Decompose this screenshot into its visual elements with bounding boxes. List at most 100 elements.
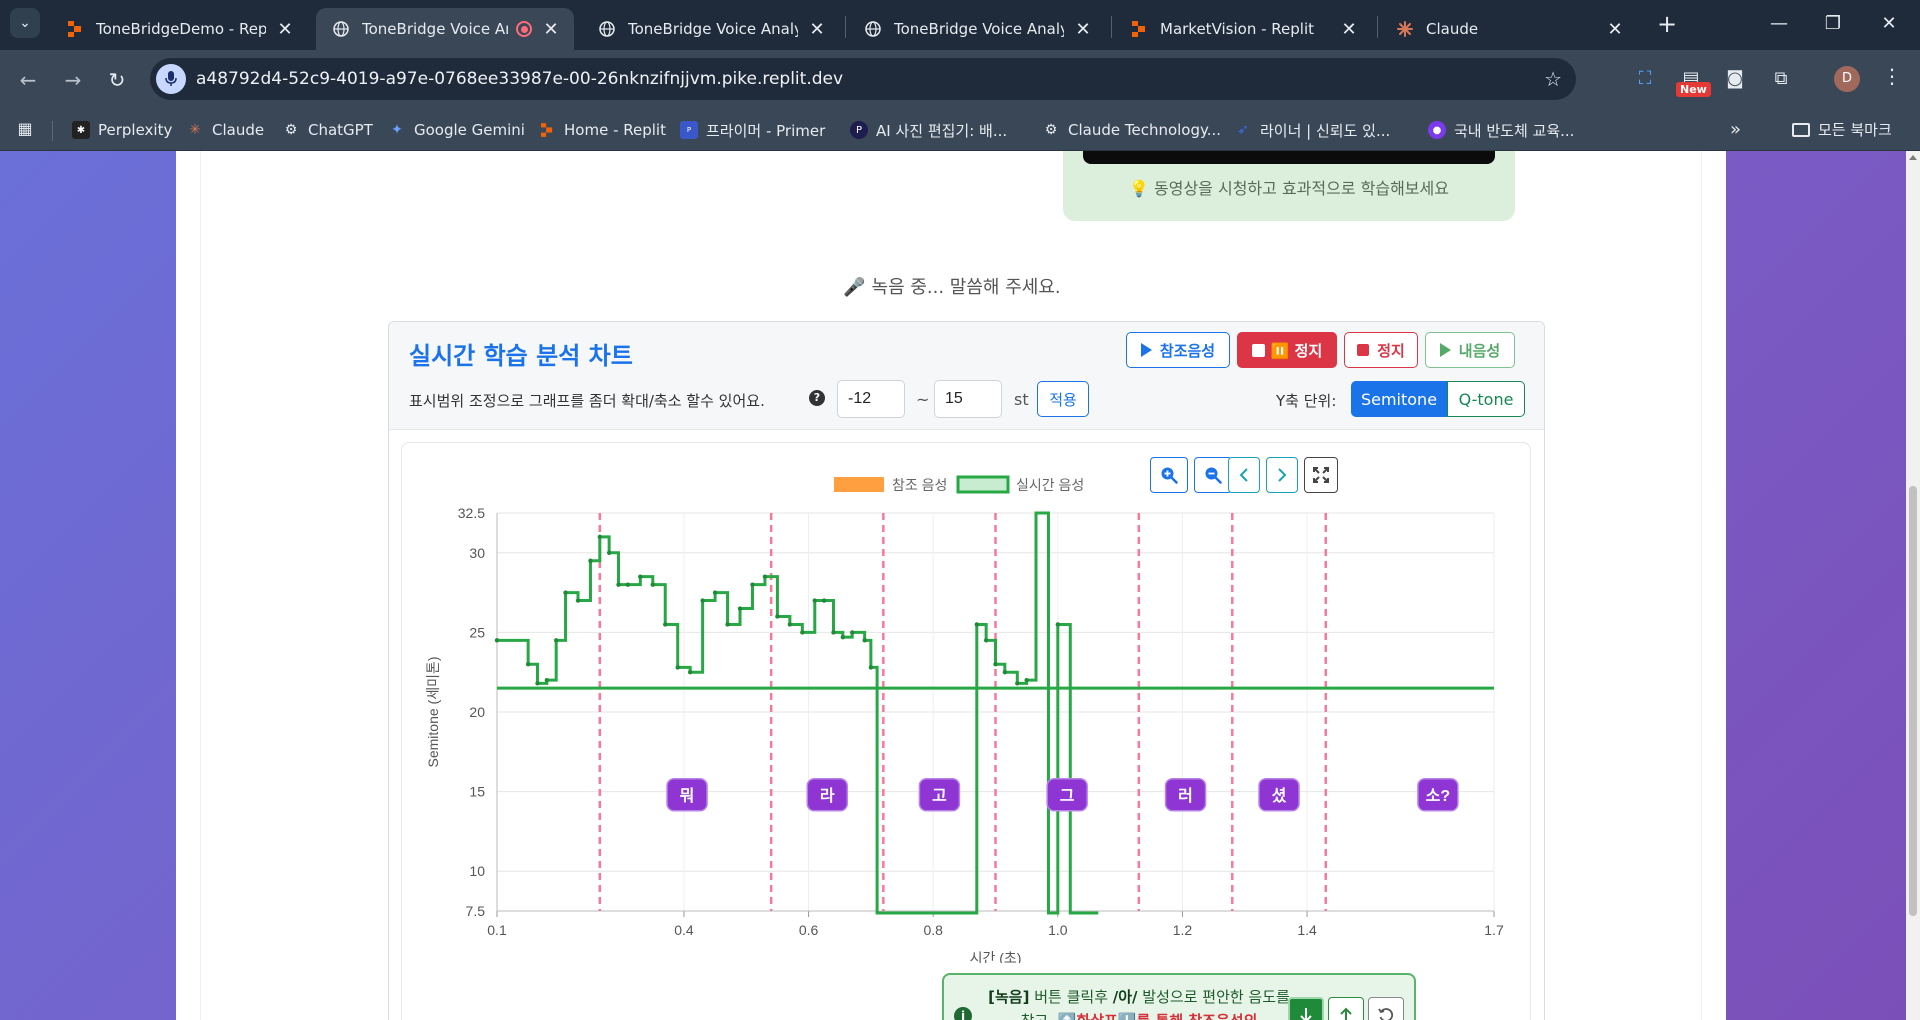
close-icon[interactable]: ✕ xyxy=(1607,18,1623,40)
fullscreen-button[interactable] xyxy=(1304,457,1338,493)
window-close-button[interactable]: ✕ xyxy=(1881,13,1897,34)
my-voice-button[interactable]: 내음성 xyxy=(1425,332,1515,368)
tab-title: ToneBridge Voice Anal xyxy=(362,20,508,38)
data-point xyxy=(597,534,603,540)
close-icon[interactable]: ✕ xyxy=(543,18,559,40)
bookmark-home-replit[interactable]: Home - Replit xyxy=(538,119,666,141)
openai-icon: ⚙ xyxy=(1044,122,1058,138)
reference-voice-button[interactable]: 참조음성 xyxy=(1126,332,1230,368)
bookmark-liner[interactable]: ➶ 라이너 | 신뢰도 있... xyxy=(1234,119,1390,141)
data-point xyxy=(974,622,980,627)
tab-claude[interactable]: Claude ✕ xyxy=(1380,8,1638,50)
syllable-badge xyxy=(806,778,849,812)
range-max-input[interactable] xyxy=(934,380,1002,418)
data-point xyxy=(675,665,680,670)
bookmark-claude-technology[interactable]: ⚙ Claude Technology... xyxy=(1042,119,1221,141)
data-point xyxy=(712,590,718,595)
tab-tonebridge-voice-analysis-active[interactable]: ToneBridge Voice Anal ✕ xyxy=(316,8,574,50)
syllable-label: 고 xyxy=(932,788,947,805)
close-icon[interactable]: ✕ xyxy=(277,18,293,40)
data-point xyxy=(862,638,867,643)
chart-card: 7.5 10 15 20 25 30 32.5 0.1 0.4 0.6 0.8 1.0 1.2 1.4 1.… xyxy=(401,442,1531,1020)
bookmark-claude[interactable]: ✳ Claude xyxy=(186,119,264,141)
data-point xyxy=(737,606,743,611)
reload-button[interactable]: ↻ xyxy=(108,68,126,92)
tab-tonebridge-voice-analysis[interactable]: ToneBridge Voice Analysis ✕ xyxy=(848,8,1106,50)
tab-search-button[interactable]: ⌄ xyxy=(10,8,40,38)
y-tick-label: 7.5 xyxy=(466,903,486,919)
apps-grid-icon[interactable]: ▦ xyxy=(17,119,33,138)
pitch-reset-button[interactable] xyxy=(1368,997,1404,1020)
data-point xyxy=(725,622,730,627)
scroll-up-icon[interactable] xyxy=(1909,155,1917,160)
data-point xyxy=(812,598,817,603)
x-tick-label: 0.6 xyxy=(799,922,819,938)
bookmark-star-icon[interactable]: ☆ xyxy=(1544,67,1562,91)
bookmark-perplexity[interactable]: ✱ Perplexity xyxy=(72,119,172,141)
realtime-voice-line xyxy=(497,511,1099,915)
legend-label: 실시간 음성 xyxy=(1016,477,1084,493)
forward-button[interactable]: → xyxy=(64,68,82,92)
tab-separator xyxy=(1377,16,1378,38)
zoom-in-button[interactable] xyxy=(1150,457,1188,493)
tab-separator xyxy=(845,16,846,38)
avatar[interactable]: D xyxy=(1834,66,1860,92)
data-point xyxy=(650,582,655,587)
bookmark-ai-photo-editor[interactable]: P AI 사진 편집기: 배... xyxy=(850,119,1007,141)
microphone-icon[interactable] xyxy=(156,64,186,94)
content-card: 💡 동영상을 시청하고 효과적으로 학습해보세요 🎤 녹음 중... 말씀해 주… xyxy=(200,151,1702,1020)
all-bookmarks-folder[interactable]: 모든 북마크 xyxy=(1792,119,1892,140)
syllable-label: 소? xyxy=(1426,788,1451,805)
zoom-out-button[interactable] xyxy=(1194,457,1232,493)
recording-indicator-icon xyxy=(516,21,532,37)
pitch-down-button[interactable] xyxy=(1288,997,1324,1020)
pan-left-button[interactable] xyxy=(1228,457,1260,493)
data-point xyxy=(606,550,612,555)
minimize-button[interactable]: — xyxy=(1770,13,1788,34)
tab-tonebridge-voice-analysis[interactable]: ToneBridge Voice Analysis ✕ xyxy=(582,8,840,50)
tab-title: Claude xyxy=(1426,20,1479,38)
bookmark-google-gemini[interactable]: ✦ Google Gemini xyxy=(388,119,525,141)
bookmark-semiconductor-education[interactable]: ● 국내 반도체 교육... xyxy=(1428,119,1574,141)
apply-range-button[interactable]: 적용 xyxy=(1037,381,1089,417)
semiconductor-icon: ● xyxy=(1428,121,1446,139)
bookmark-primer[interactable]: P 프라이머 - Primer xyxy=(680,119,825,141)
tab-tonebridgedemo-replit[interactable]: ToneBridgeDemo - Replit ✕ xyxy=(50,8,308,50)
restore-button[interactable]: ❐ xyxy=(1824,13,1842,34)
pan-right-button[interactable] xyxy=(1266,457,1298,493)
stop-button[interactable]: 정지 xyxy=(1344,332,1418,368)
stop-icon xyxy=(1357,344,1370,356)
close-icon[interactable]: ✕ xyxy=(1341,18,1357,40)
qtone-option[interactable]: Q-tone xyxy=(1447,381,1525,417)
x-tick-label: 1.2 xyxy=(1173,922,1193,938)
bookmarks-overflow-icon[interactable]: » xyxy=(1730,119,1742,140)
help-question-icon[interactable]: ? xyxy=(809,390,825,406)
pause-recording-button[interactable]: ⏸️ 정지 xyxy=(1237,332,1337,368)
range-min-input[interactable] xyxy=(837,380,905,418)
video-player[interactable] xyxy=(1083,151,1495,164)
crop-extension-icon[interactable]: ⛶ xyxy=(1638,68,1652,89)
data-point xyxy=(1055,622,1061,627)
back-button[interactable]: ← xyxy=(19,68,37,92)
puzzle-extensions-icon[interactable]: ⧉ xyxy=(1774,68,1788,89)
data-point xyxy=(535,681,540,686)
camera-icon[interactable]: ◙ xyxy=(1726,68,1744,89)
globe-icon xyxy=(864,20,882,38)
semitone-option[interactable]: Semitone xyxy=(1351,381,1447,417)
pitch-up-button[interactable] xyxy=(1328,997,1364,1020)
close-icon[interactable]: ✕ xyxy=(809,18,825,40)
tab-marketvision-replit[interactable]: MarketVision - Replit ✕ xyxy=(1114,8,1372,50)
y-tick-label: 32.5 xyxy=(458,505,485,521)
menu-kebab-icon[interactable]: ⋮ xyxy=(1882,64,1902,88)
omnibox[interactable]: a48792d4-52c9-4019-a97e-0768ee33987e-00-… xyxy=(150,58,1576,100)
new-tab-button[interactable]: + xyxy=(1656,10,1678,38)
page-scrollbar[interactable] xyxy=(1906,151,1920,1020)
syllable-badge xyxy=(1417,778,1459,812)
bookmark-chatgpt[interactable]: ⚙ ChatGPT xyxy=(282,119,373,141)
data-point xyxy=(787,622,793,627)
data-point xyxy=(1002,670,1008,675)
data-point xyxy=(687,670,693,675)
data-point xyxy=(983,638,989,643)
close-icon[interactable]: ✕ xyxy=(1075,18,1091,40)
scrollbar-thumb[interactable] xyxy=(1909,486,1917,916)
